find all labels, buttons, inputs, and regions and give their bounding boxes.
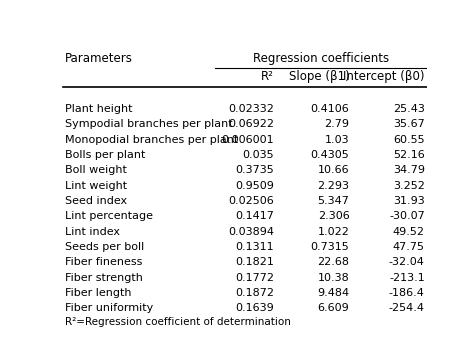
Text: Fiber fineness: Fiber fineness: [65, 257, 142, 267]
Text: 60.55: 60.55: [393, 135, 425, 145]
Text: 0.1417: 0.1417: [235, 211, 274, 221]
Text: Intercept (β0): Intercept (β0): [343, 70, 425, 83]
Text: 0.7315: 0.7315: [310, 242, 349, 252]
Text: 0.03894: 0.03894: [228, 227, 274, 237]
Text: 0.3735: 0.3735: [236, 165, 274, 175]
Text: 0.4305: 0.4305: [310, 150, 349, 160]
Text: 0.02332: 0.02332: [228, 104, 274, 114]
Text: 6.609: 6.609: [318, 303, 349, 313]
Text: 52.16: 52.16: [393, 150, 425, 160]
Text: Fiber strength: Fiber strength: [65, 273, 143, 283]
Text: Sympodial branches per plant: Sympodial branches per plant: [65, 119, 232, 129]
Text: Seed index: Seed index: [65, 196, 127, 206]
Text: Slope (β1): Slope (β1): [289, 70, 349, 83]
Text: Lint weight: Lint weight: [65, 181, 127, 191]
Text: 10.66: 10.66: [318, 165, 349, 175]
Text: -32.04: -32.04: [389, 257, 425, 267]
Text: Bolls per plant: Bolls per plant: [65, 150, 145, 160]
Text: 2.293: 2.293: [318, 181, 349, 191]
Text: 34.79: 34.79: [393, 165, 425, 175]
Text: 49.52: 49.52: [393, 227, 425, 237]
Text: Boll weight: Boll weight: [65, 165, 127, 175]
Text: 0.1311: 0.1311: [236, 242, 274, 252]
Text: -186.4: -186.4: [389, 288, 425, 298]
Text: 0.035: 0.035: [243, 150, 274, 160]
Text: R²: R²: [261, 70, 274, 83]
Text: 0.06922: 0.06922: [228, 119, 274, 129]
Text: Monopodial branches per plant: Monopodial branches per plant: [65, 135, 238, 145]
Text: -30.07: -30.07: [389, 211, 425, 221]
Text: 2.306: 2.306: [318, 211, 349, 221]
Text: Fiber uniformity: Fiber uniformity: [65, 303, 153, 313]
Text: 0.4106: 0.4106: [310, 104, 349, 114]
Text: Fiber length: Fiber length: [65, 288, 131, 298]
Text: 2.79: 2.79: [325, 119, 349, 129]
Text: 0.1772: 0.1772: [235, 273, 274, 283]
Text: Regression coefficients: Regression coefficients: [253, 52, 389, 65]
Text: 35.67: 35.67: [393, 119, 425, 129]
Text: 1.022: 1.022: [318, 227, 349, 237]
Text: Plant height: Plant height: [65, 104, 132, 114]
Text: 0.1872: 0.1872: [235, 288, 274, 298]
Text: 10.38: 10.38: [318, 273, 349, 283]
Text: -213.1: -213.1: [389, 273, 425, 283]
Text: 0.9509: 0.9509: [235, 181, 274, 191]
Text: 22.68: 22.68: [318, 257, 349, 267]
Text: Lint index: Lint index: [65, 227, 120, 237]
Text: 0.1639: 0.1639: [236, 303, 274, 313]
Text: 25.43: 25.43: [393, 104, 425, 114]
Text: 9.484: 9.484: [317, 288, 349, 298]
Text: 0.02506: 0.02506: [228, 196, 274, 206]
Text: Parameters: Parameters: [65, 52, 133, 65]
Text: 5.347: 5.347: [318, 196, 349, 206]
Text: Seeds per boll: Seeds per boll: [65, 242, 144, 252]
Text: 0.006001: 0.006001: [221, 135, 274, 145]
Text: Lint percentage: Lint percentage: [65, 211, 153, 221]
Text: 47.75: 47.75: [393, 242, 425, 252]
Text: 31.93: 31.93: [393, 196, 425, 206]
Text: R²=Regression coefficient of determination: R²=Regression coefficient of determinati…: [65, 317, 291, 327]
Text: 1.03: 1.03: [325, 135, 349, 145]
Text: 3.252: 3.252: [393, 181, 425, 191]
Text: 0.1821: 0.1821: [235, 257, 274, 267]
Text: -254.4: -254.4: [389, 303, 425, 313]
